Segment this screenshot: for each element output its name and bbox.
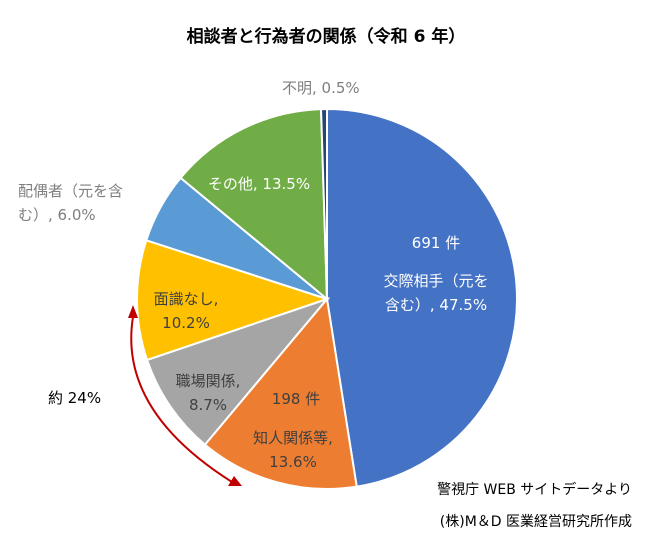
annotation-arrowhead-bottom	[228, 476, 242, 486]
pie-slices	[136, 107, 518, 490]
pie-slice-chijin	[203, 296, 358, 490]
slice-label-line: 面識なし,	[154, 290, 219, 308]
slice-count-koryu: 691 件	[412, 234, 460, 252]
slice-label-line: 13.6%	[269, 453, 317, 471]
source-notes: 警視庁 WEB サイトデータより (株)M＆D 医業経営研究所作成	[437, 481, 632, 530]
slice-label-chijin: 知人関係等, 13.6%	[253, 429, 333, 471]
slice-label-sonota: その他, 13.5%	[208, 175, 310, 193]
slice-label-line: 配偶者（元を含	[18, 182, 123, 200]
chart-title: 相談者と行為者の関係（令和 6 年）	[187, 26, 466, 47]
slice-label-line: 知人関係等,	[253, 429, 333, 447]
slice-label-line: 不明, 0.5%	[282, 79, 360, 97]
slice-label-fumei: 不明, 0.5%	[282, 79, 360, 97]
pie-slice-shokuba	[145, 296, 331, 447]
slice-label-line: む）, 6.0%	[18, 206, 96, 224]
slice-label-line: 10.2%	[162, 314, 210, 332]
slice-label-line: その他, 13.5%	[208, 175, 310, 193]
pie-slice-fumei	[320, 107, 328, 300]
slice-count-chijin: 198 件	[272, 390, 320, 408]
annotation-label: 約 24%	[48, 389, 101, 407]
pie-slice-menshiki	[136, 239, 331, 362]
slice-label-shokuba: 職場関係, 8.7%	[176, 372, 241, 414]
pie-slice-koryu	[326, 107, 518, 488]
annotation-group: 約 24%	[48, 305, 242, 486]
slice-label-line: 8.7%	[189, 396, 227, 414]
slice-label-koryu: 交際相手（元を含む）, 47.5%	[383, 272, 488, 314]
annotation-arrow	[130, 316, 233, 483]
pie-slice-sonota	[179, 108, 329, 302]
source-line-1: 警視庁 WEB サイトデータより	[437, 481, 632, 498]
annotation-arrowhead-top	[128, 305, 138, 318]
slice-label-line: 交際相手（元を	[383, 272, 488, 290]
slice-label-haigu: 配偶者（元を含む）, 6.0%	[18, 182, 123, 224]
source-line-2: (株)M＆D 医業経営研究所作成	[440, 514, 632, 530]
slice-label-line: 職場関係,	[176, 372, 241, 390]
slice-label-menshiki: 面識なし, 10.2%	[154, 290, 219, 332]
slice-label-line: 含む）, 47.5%	[385, 296, 487, 314]
